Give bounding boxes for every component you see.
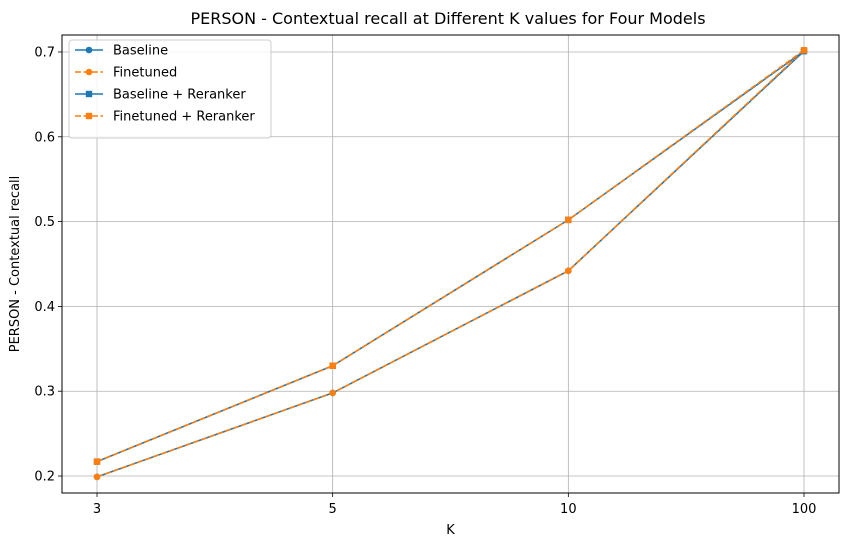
y-tick-label: 0.6 <box>34 130 55 145</box>
legend-marker <box>85 112 93 120</box>
legend-marker <box>85 46 93 54</box>
series-4 <box>93 47 808 465</box>
legend-label: Baseline + Reranker <box>113 88 246 103</box>
x-tick-label: 100 <box>792 502 817 517</box>
legend-label: Finetuned + Reranker <box>113 110 255 125</box>
data-point <box>329 389 336 397</box>
y-axis-label: PERSON - Contextual recall <box>8 176 23 353</box>
data-point <box>800 47 808 54</box>
x-tick-label: 5 <box>329 502 337 517</box>
data-point <box>329 362 336 369</box>
series-line <box>96 49 805 463</box>
y-tick-label: 0.4 <box>34 300 55 315</box>
series-line <box>96 49 805 478</box>
x-axis-ticks: 3 5 10 100 <box>93 493 817 517</box>
x-axis-label: K <box>446 523 455 538</box>
legend-item: Finetuned <box>75 66 177 81</box>
legend-marker <box>85 90 93 98</box>
data-point <box>565 267 572 275</box>
legend-label: Baseline <box>113 44 168 59</box>
y-axis-ticks: 0.2 0.3 0.4 0.5 0.6 0.7 <box>34 45 62 485</box>
chart-title: PERSON - Contextual recall at Different … <box>190 9 705 28</box>
series-layer <box>93 46 808 481</box>
plot-area-frame <box>61 34 840 494</box>
legend-item: Finetuned + Reranker <box>75 110 255 125</box>
x-tick-label: 3 <box>93 502 101 517</box>
legend-item: Baseline + Reranker <box>75 88 246 103</box>
data-point <box>565 216 572 224</box>
data-point <box>93 458 101 465</box>
x-tick-label: 10 <box>560 502 577 517</box>
legend-box <box>68 39 272 139</box>
data-point <box>93 473 101 481</box>
y-tick-label: 0.5 <box>34 215 55 230</box>
y-tick-label: 0.2 <box>34 470 55 485</box>
legend-item: Baseline <box>75 44 168 59</box>
y-tick-label: 0.7 <box>34 45 55 60</box>
y-tick-label: 0.3 <box>34 385 55 400</box>
legend-label: Finetuned <box>113 66 177 81</box>
legend: Baseline Finetuned Baseline + Reranker Fine… <box>68 39 272 139</box>
legend-marker <box>85 68 93 76</box>
